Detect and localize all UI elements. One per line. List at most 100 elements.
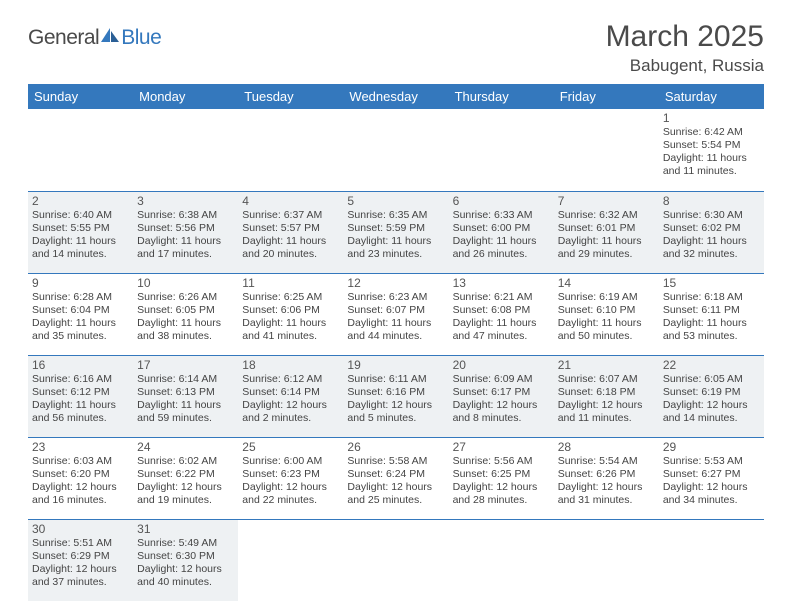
day-number: 13 <box>453 276 550 290</box>
day-info: Sunrise: 6:38 AMSunset: 5:56 PMDaylight:… <box>137 209 234 262</box>
day-info: Sunrise: 6:18 AMSunset: 6:11 PMDaylight:… <box>663 291 760 344</box>
day-number: 12 <box>347 276 444 290</box>
day-info: Sunrise: 6:25 AMSunset: 6:06 PMDaylight:… <box>242 291 339 344</box>
calendar-cell: 22Sunrise: 6:05 AMSunset: 6:19 PMDayligh… <box>659 355 764 437</box>
day-info: Sunrise: 5:54 AMSunset: 6:26 PMDaylight:… <box>558 455 655 508</box>
calendar-cell: 3Sunrise: 6:38 AMSunset: 5:56 PMDaylight… <box>133 191 238 273</box>
day-number: 6 <box>453 194 550 208</box>
calendar-cell: 20Sunrise: 6:09 AMSunset: 6:17 PMDayligh… <box>449 355 554 437</box>
calendar-body: 1Sunrise: 6:42 AMSunset: 5:54 PMDaylight… <box>28 109 764 601</box>
day-number: 26 <box>347 440 444 454</box>
day-info: Sunrise: 6:03 AMSunset: 6:20 PMDaylight:… <box>32 455 129 508</box>
calendar-cell: 31Sunrise: 5:49 AMSunset: 6:30 PMDayligh… <box>133 519 238 601</box>
day-info: Sunrise: 6:19 AMSunset: 6:10 PMDaylight:… <box>558 291 655 344</box>
day-info: Sunrise: 6:35 AMSunset: 5:59 PMDaylight:… <box>347 209 444 262</box>
calendar-cell: 25Sunrise: 6:00 AMSunset: 6:23 PMDayligh… <box>238 437 343 519</box>
calendar-cell <box>659 519 764 601</box>
weekday-header: Thursday <box>449 84 554 109</box>
calendar-cell <box>238 519 343 601</box>
location: Babugent, Russia <box>606 56 764 76</box>
calendar-cell <box>343 109 448 191</box>
day-info: Sunrise: 6:42 AMSunset: 5:54 PMDaylight:… <box>663 126 760 179</box>
day-info: Sunrise: 6:11 AMSunset: 6:16 PMDaylight:… <box>347 373 444 426</box>
day-info: Sunrise: 6:21 AMSunset: 6:08 PMDaylight:… <box>453 291 550 344</box>
day-number: 27 <box>453 440 550 454</box>
calendar-cell: 16Sunrise: 6:16 AMSunset: 6:12 PMDayligh… <box>28 355 133 437</box>
day-number: 4 <box>242 194 339 208</box>
header: GeneralBlue March 2025 Babugent, Russia <box>28 20 764 76</box>
day-number: 8 <box>663 194 760 208</box>
day-number: 20 <box>453 358 550 372</box>
calendar-cell <box>28 109 133 191</box>
weekday-header: Wednesday <box>343 84 448 109</box>
calendar-cell: 29Sunrise: 5:53 AMSunset: 6:27 PMDayligh… <box>659 437 764 519</box>
day-info: Sunrise: 6:02 AMSunset: 6:22 PMDaylight:… <box>137 455 234 508</box>
calendar-cell <box>449 519 554 601</box>
calendar-cell: 28Sunrise: 5:54 AMSunset: 6:26 PMDayligh… <box>554 437 659 519</box>
calendar-cell <box>554 519 659 601</box>
calendar-table: SundayMondayTuesdayWednesdayThursdayFrid… <box>28 84 764 601</box>
calendar-cell: 5Sunrise: 6:35 AMSunset: 5:59 PMDaylight… <box>343 191 448 273</box>
day-number: 7 <box>558 194 655 208</box>
day-info: Sunrise: 6:33 AMSunset: 6:00 PMDaylight:… <box>453 209 550 262</box>
day-number: 16 <box>32 358 129 372</box>
day-info: Sunrise: 5:51 AMSunset: 6:29 PMDaylight:… <box>32 537 129 590</box>
day-info: Sunrise: 6:05 AMSunset: 6:19 PMDaylight:… <box>663 373 760 426</box>
calendar-cell: 24Sunrise: 6:02 AMSunset: 6:22 PMDayligh… <box>133 437 238 519</box>
weekday-header: Saturday <box>659 84 764 109</box>
calendar-cell <box>343 519 448 601</box>
weekday-header: Friday <box>554 84 659 109</box>
day-number: 29 <box>663 440 760 454</box>
day-info: Sunrise: 6:32 AMSunset: 6:01 PMDaylight:… <box>558 209 655 262</box>
day-info: Sunrise: 6:30 AMSunset: 6:02 PMDaylight:… <box>663 209 760 262</box>
calendar-cell: 14Sunrise: 6:19 AMSunset: 6:10 PMDayligh… <box>554 273 659 355</box>
day-info: Sunrise: 5:49 AMSunset: 6:30 PMDaylight:… <box>137 537 234 590</box>
day-info: Sunrise: 5:58 AMSunset: 6:24 PMDaylight:… <box>347 455 444 508</box>
calendar-cell <box>449 109 554 191</box>
calendar-cell <box>238 109 343 191</box>
day-number: 15 <box>663 276 760 290</box>
calendar-cell: 8Sunrise: 6:30 AMSunset: 6:02 PMDaylight… <box>659 191 764 273</box>
calendar-header-row: SundayMondayTuesdayWednesdayThursdayFrid… <box>28 84 764 109</box>
weekday-header: Monday <box>133 84 238 109</box>
day-number: 14 <box>558 276 655 290</box>
day-number: 2 <box>32 194 129 208</box>
calendar-cell: 18Sunrise: 6:12 AMSunset: 6:14 PMDayligh… <box>238 355 343 437</box>
day-info: Sunrise: 6:16 AMSunset: 6:12 PMDaylight:… <box>32 373 129 426</box>
calendar-cell: 7Sunrise: 6:32 AMSunset: 6:01 PMDaylight… <box>554 191 659 273</box>
day-info: Sunrise: 6:37 AMSunset: 5:57 PMDaylight:… <box>242 209 339 262</box>
day-info: Sunrise: 6:14 AMSunset: 6:13 PMDaylight:… <box>137 373 234 426</box>
day-info: Sunrise: 6:09 AMSunset: 6:17 PMDaylight:… <box>453 373 550 426</box>
day-info: Sunrise: 5:53 AMSunset: 6:27 PMDaylight:… <box>663 455 760 508</box>
weekday-header: Tuesday <box>238 84 343 109</box>
day-number: 30 <box>32 522 129 536</box>
day-info: Sunrise: 6:12 AMSunset: 6:14 PMDaylight:… <box>242 373 339 426</box>
calendar-cell <box>554 109 659 191</box>
calendar-cell: 15Sunrise: 6:18 AMSunset: 6:11 PMDayligh… <box>659 273 764 355</box>
day-number: 31 <box>137 522 234 536</box>
day-number: 25 <box>242 440 339 454</box>
calendar-cell: 4Sunrise: 6:37 AMSunset: 5:57 PMDaylight… <box>238 191 343 273</box>
day-info: Sunrise: 6:28 AMSunset: 6:04 PMDaylight:… <box>32 291 129 344</box>
day-number: 18 <box>242 358 339 372</box>
day-number: 28 <box>558 440 655 454</box>
day-info: Sunrise: 6:23 AMSunset: 6:07 PMDaylight:… <box>347 291 444 344</box>
title-block: March 2025 Babugent, Russia <box>606 20 764 76</box>
day-info: Sunrise: 5:56 AMSunset: 6:25 PMDaylight:… <box>453 455 550 508</box>
day-number: 10 <box>137 276 234 290</box>
calendar-cell <box>133 109 238 191</box>
sail-icon <box>99 26 121 44</box>
calendar-cell: 11Sunrise: 6:25 AMSunset: 6:06 PMDayligh… <box>238 273 343 355</box>
calendar-cell: 17Sunrise: 6:14 AMSunset: 6:13 PMDayligh… <box>133 355 238 437</box>
day-number: 1 <box>663 111 760 125</box>
brand-part2: Blue <box>121 26 161 49</box>
calendar-cell: 27Sunrise: 5:56 AMSunset: 6:25 PMDayligh… <box>449 437 554 519</box>
day-number: 22 <box>663 358 760 372</box>
calendar-cell: 26Sunrise: 5:58 AMSunset: 6:24 PMDayligh… <box>343 437 448 519</box>
day-number: 11 <box>242 276 339 290</box>
calendar-cell: 21Sunrise: 6:07 AMSunset: 6:18 PMDayligh… <box>554 355 659 437</box>
day-number: 17 <box>137 358 234 372</box>
calendar-cell: 12Sunrise: 6:23 AMSunset: 6:07 PMDayligh… <box>343 273 448 355</box>
calendar-cell: 10Sunrise: 6:26 AMSunset: 6:05 PMDayligh… <box>133 273 238 355</box>
brand-logo: GeneralBlue <box>28 26 161 50</box>
